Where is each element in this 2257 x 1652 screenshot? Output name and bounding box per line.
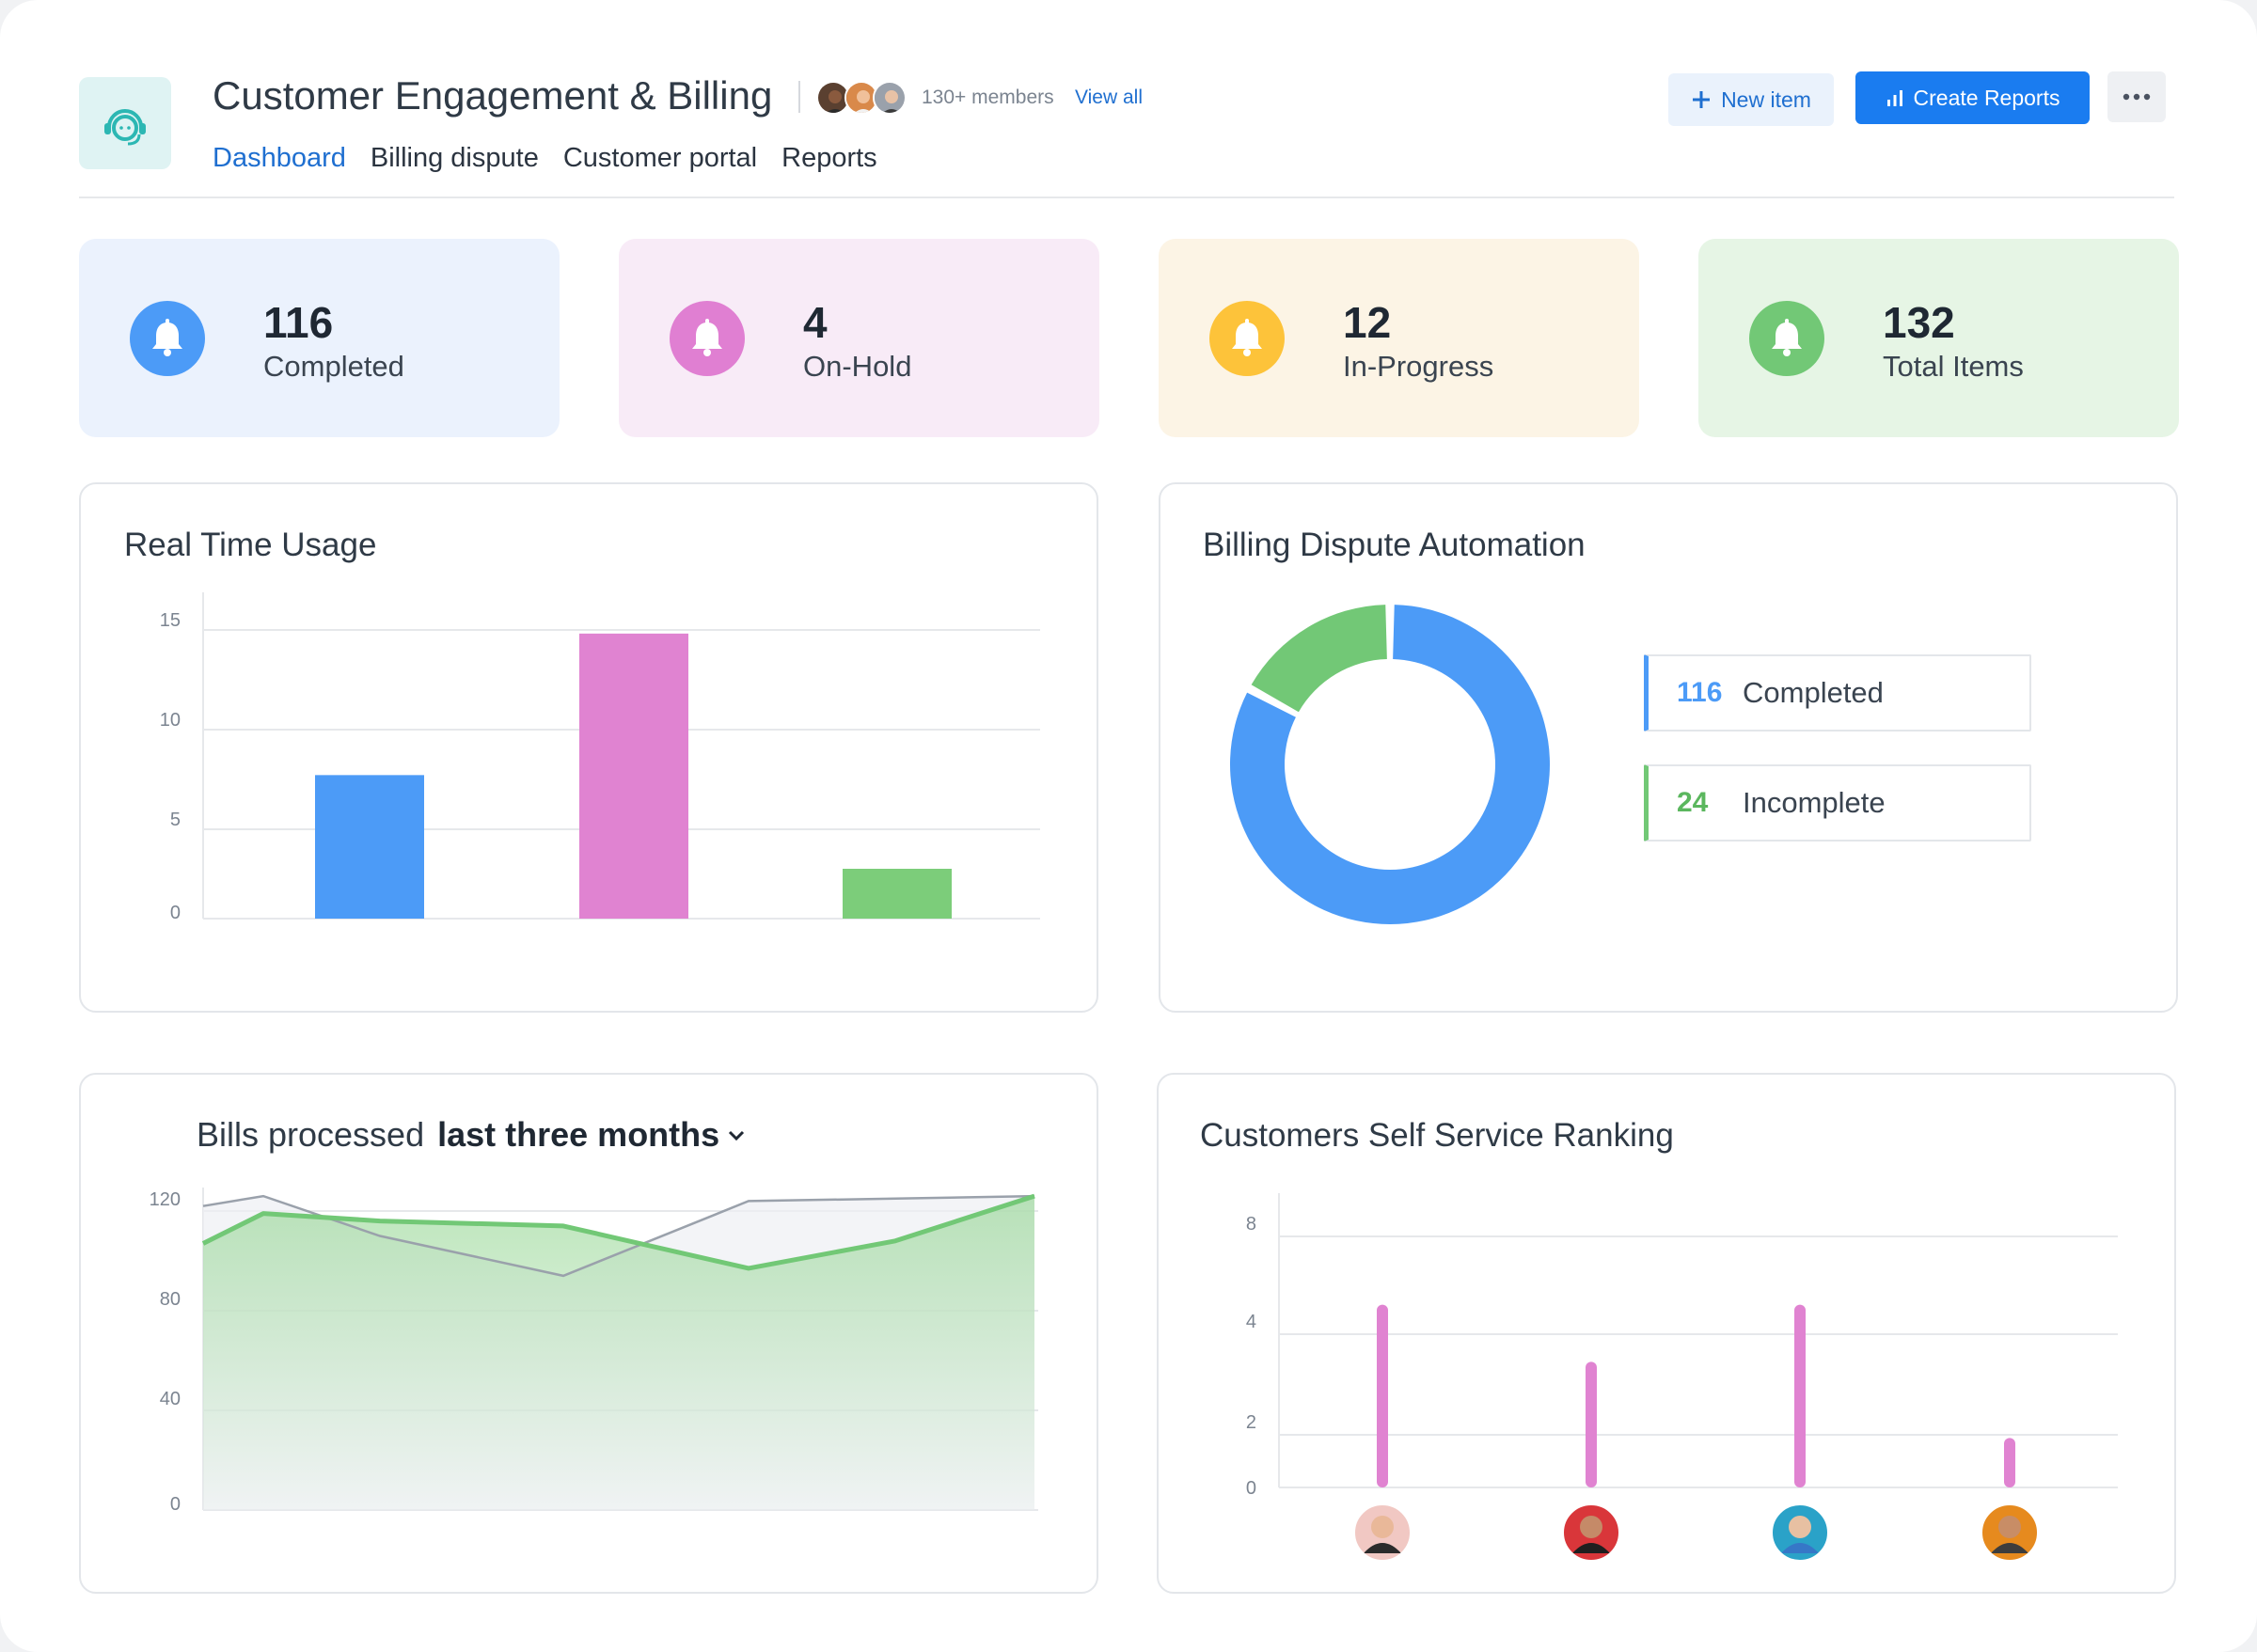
avatar [873, 81, 907, 115]
customer-avatar[interactable] [1562, 1503, 1620, 1562]
y-tick-label: 120 [150, 1189, 181, 1210]
plus-icon [1693, 91, 1711, 108]
y-tick-label: 2 [1246, 1412, 1256, 1433]
stat-card-completed[interactable]: 116 Completed [79, 239, 560, 437]
legend-incomplete-value: 24 [1677, 787, 1709, 818]
customer-avatar[interactable] [1353, 1503, 1412, 1562]
bar [843, 869, 952, 919]
range-dropdown-label: last three months [437, 1115, 720, 1154]
page-title: Customer Engagement & Billing [213, 73, 773, 118]
stat-value: 12 [1343, 298, 1392, 347]
y-tick-label: 80 [160, 1289, 181, 1310]
stat-card-in-progress[interactable]: 12 In-Progress [1159, 239, 1639, 437]
y-tick-label: 15 [160, 610, 181, 631]
new-item-label: New item [1721, 87, 1811, 112]
customer-avatar[interactable] [1981, 1503, 2039, 1562]
new-item-button[interactable]: New item [1668, 73, 1834, 126]
members-count: 130+ members [922, 87, 1054, 108]
legend-completed-value: 116 [1677, 677, 1723, 708]
legend-completed: 116 Completed [1644, 654, 2031, 732]
legend-incomplete-label: Incomplete [1743, 786, 1886, 819]
stat-card-on-hold[interactable]: 4 On-Hold [619, 239, 1099, 437]
stat-value: 132 [1883, 298, 1955, 347]
stat-label: Total Items [1883, 350, 2024, 383]
stat-label: In-Progress [1343, 350, 1494, 383]
view-all-link[interactable]: View all [1075, 87, 1143, 108]
avatar [816, 81, 850, 115]
stat-label: On-Hold [803, 350, 912, 383]
member-avatars[interactable] [816, 81, 907, 115]
tab-dashboard[interactable]: Dashboard [213, 143, 346, 173]
bell-icon [1749, 301, 1824, 376]
series-line-gray [202, 1194, 1035, 1278]
y-tick-label: 4 [1246, 1312, 1256, 1332]
stat-value: 4 [803, 298, 828, 347]
real-time-usage-chart: 0 5 10 15 [160, 592, 1040, 923]
more-horizontal-icon [2123, 93, 2151, 101]
y-tick-label: 8 [1246, 1214, 1256, 1235]
stat-card-total-items[interactable]: 132 Total Items [1698, 239, 2179, 437]
y-tick-label: 0 [170, 903, 181, 923]
header-divider [79, 197, 2174, 198]
chevron-down-icon [729, 1130, 745, 1141]
y-tick-label: 0 [1246, 1478, 1256, 1499]
billing-dispute-donut-chart [1230, 605, 1550, 924]
series-line-green [201, 1193, 1035, 1271]
billing-dispute-panel [1159, 482, 2178, 1013]
tab-billing-dispute[interactable]: Billing dispute [370, 143, 539, 173]
bills-processed-chart: 0 40 80 120 [150, 1188, 1038, 1515]
support-agent-icon [79, 77, 171, 169]
bell-icon [1209, 301, 1285, 376]
series-area-green [203, 1196, 1034, 1510]
tab-reports[interactable]: Reports [781, 143, 877, 173]
ranking-chart: 8 4 2 0 [1246, 1193, 2118, 1562]
y-tick-label: 10 [160, 710, 181, 731]
ranking-bar [1794, 1304, 1806, 1487]
bills-processed-title: Bills processed last three months [197, 1115, 746, 1155]
donut-slice-incomplete [1251, 605, 1387, 713]
bell-icon [670, 301, 745, 376]
create-reports-label: Create Reports [1913, 85, 2060, 110]
bell-icon [130, 301, 205, 376]
ranking-bar [1586, 1361, 1597, 1487]
bar [579, 633, 688, 919]
y-tick-label: 5 [170, 810, 181, 830]
tab-customer-portal[interactable]: Customer portal [562, 143, 758, 173]
ranking-bar [2004, 1438, 2015, 1487]
range-dropdown[interactable]: last three months [437, 1115, 746, 1155]
customer-avatar[interactable] [1771, 1503, 1829, 1562]
nav-tabs: Dashboard Billing dispute Customer porta… [213, 143, 877, 174]
y-tick-label: 40 [160, 1389, 181, 1409]
legend-incomplete: 24 Incomplete [1644, 764, 2031, 842]
bar-chart-icon [1886, 90, 1902, 106]
real-time-usage-title: Real Time Usage [124, 527, 377, 563]
ranking-title: Customers Self Service Ranking [1200, 1117, 1674, 1154]
bills-processed-label: Bills processed [197, 1115, 425, 1154]
bar [315, 775, 424, 919]
create-reports-button[interactable]: Create Reports [1855, 71, 2090, 124]
billing-dispute-title: Billing Dispute Automation [1203, 527, 1586, 563]
donut-slice-completed [1230, 605, 1550, 924]
more-options-button[interactable] [2107, 71, 2166, 122]
legend-completed-label: Completed [1743, 676, 1884, 709]
y-tick-label: 0 [170, 1494, 181, 1515]
ranking-bar [1377, 1304, 1388, 1487]
stat-label: Completed [263, 350, 404, 383]
stat-value: 116 [263, 298, 334, 347]
title-divider [798, 81, 800, 113]
